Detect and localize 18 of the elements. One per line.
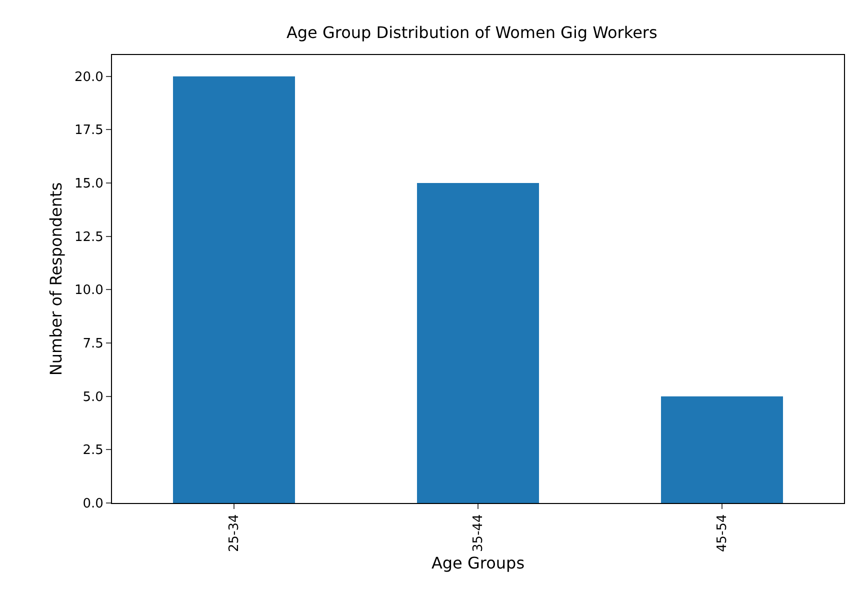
- x-tick-label: 25-34: [227, 514, 242, 552]
- y-tick-label: 2.5: [82, 443, 104, 458]
- bar: [661, 396, 783, 503]
- y-tick-label: 7.5: [82, 336, 104, 352]
- y-tick-label: 15.0: [74, 176, 104, 192]
- x-tick-label: 45-54: [715, 514, 730, 552]
- y-tick-label: 5.0: [82, 390, 104, 405]
- y-axis-title: Number of Respondents: [46, 182, 66, 376]
- y-tick-label: 0.0: [82, 496, 104, 512]
- y-tick-label: 17.5: [74, 123, 104, 138]
- x-tick-label: 35-44: [471, 514, 486, 552]
- y-tick-label: 10.0: [74, 283, 104, 298]
- bar: [173, 76, 295, 503]
- bar: [417, 183, 539, 503]
- x-axis-title: Age Groups: [431, 554, 525, 573]
- y-tick-label: 12.5: [74, 230, 104, 245]
- chart-title: Age Group Distribution of Women Gig Workers: [286, 23, 658, 42]
- y-tick-label: 20.0: [74, 70, 104, 85]
